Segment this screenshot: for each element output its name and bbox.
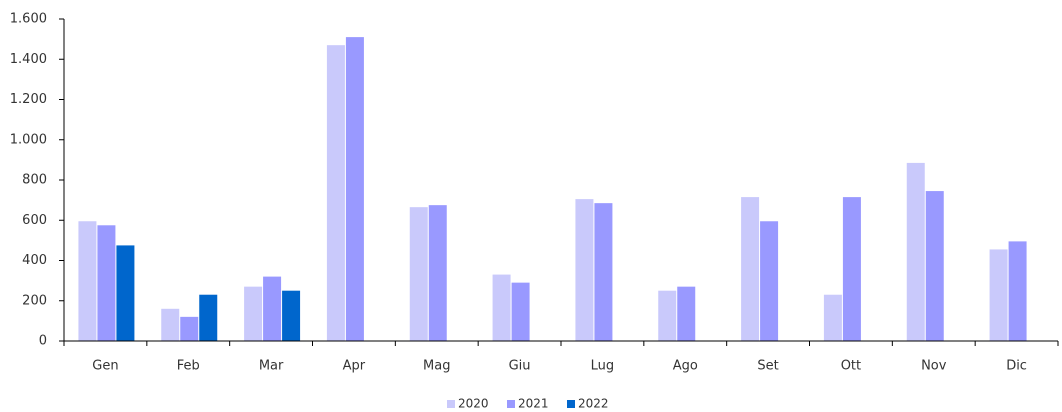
bar [78,221,97,341]
y-tick-label: 0 [39,334,47,349]
x-tick-label: Feb [177,359,200,374]
x-tick-label: Lug [591,359,615,374]
bar [244,286,263,341]
x-tick-label: Set [757,359,778,374]
bar [282,290,301,341]
bar [925,191,944,341]
y-tick-label: 1.200 [10,92,47,107]
legend-label: 2022 [578,397,609,411]
y-tick-label: 400 [22,253,47,268]
legend-swatch [567,400,575,408]
x-tick-label: Ago [673,359,698,374]
bar [180,316,199,341]
bar [741,197,760,341]
y-tick-label: 1.600 [10,12,47,27]
x-tick-label: Mar [259,359,284,374]
x-tick-label: Dic [1006,359,1027,374]
bar [760,221,779,341]
legend-label: 2020 [458,397,489,411]
bar [594,203,613,341]
bar [823,294,842,341]
bar [326,45,345,341]
bar [677,286,696,341]
bar [428,205,447,341]
bar [199,294,218,341]
bar [511,282,530,341]
y-tick-label: 800 [22,173,47,188]
legend-swatch [507,400,515,408]
y-tick-label: 1.000 [10,132,47,147]
x-tick-label: Ott [841,359,861,374]
y-tick-label: 1.400 [10,52,47,67]
bar [842,197,861,341]
bar [97,225,116,341]
x-tick-label: Giu [509,359,531,374]
y-tick-label: 600 [22,213,47,228]
x-tick-label: Apr [343,359,366,374]
bar [575,199,594,341]
bar [658,290,677,341]
bar [409,207,428,341]
x-tick-label: Nov [921,359,947,374]
bar [345,37,364,342]
legend-swatch [447,400,455,408]
legend-label: 2021 [518,397,549,411]
bar [161,308,180,341]
y-tick-label: 200 [22,293,47,308]
bar [492,274,511,341]
x-tick-label: Mag [423,359,450,374]
bar [263,276,282,341]
bar [989,249,1008,341]
bar [906,162,925,341]
bar [116,245,135,341]
bar [1008,241,1027,341]
x-tick-label: Gen [92,359,118,374]
